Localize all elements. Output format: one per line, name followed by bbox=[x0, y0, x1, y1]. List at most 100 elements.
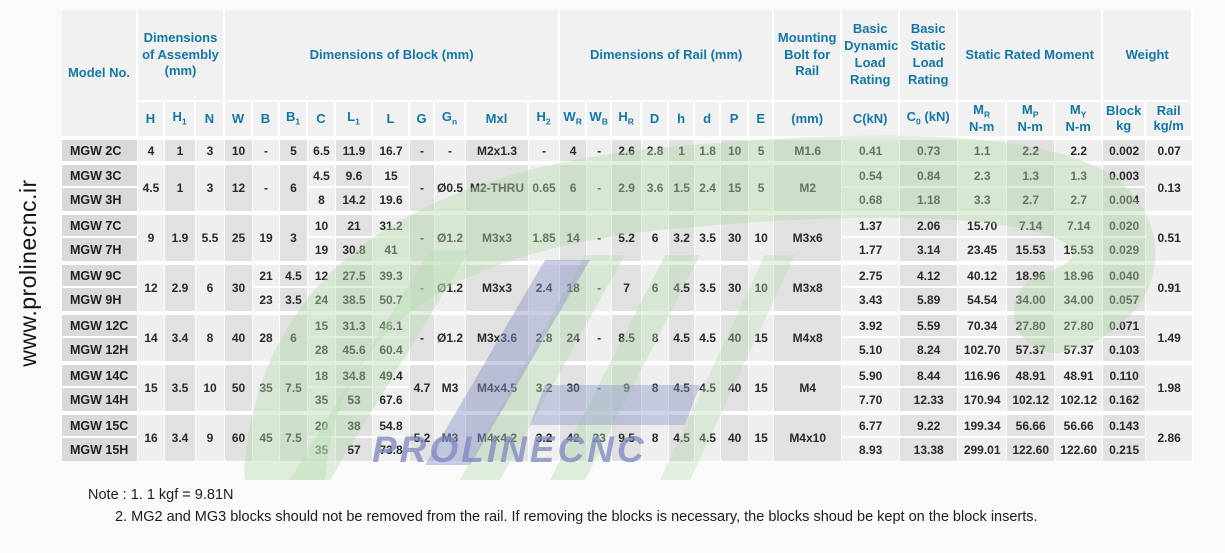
column-group-header: Dimensions of Assembly (mm) bbox=[138, 10, 225, 102]
table-cell: 3.5 bbox=[165, 363, 196, 414]
table-cell: 30 bbox=[560, 363, 588, 414]
table-cell: 0.54 bbox=[842, 163, 901, 189]
table-cell: 57.37 bbox=[1007, 338, 1056, 364]
table-cell: 2.8 bbox=[642, 138, 670, 164]
table-cell: 1.77 bbox=[842, 238, 901, 264]
table-cell: M3x3 bbox=[466, 213, 529, 264]
column-header: C0 (kN) bbox=[900, 102, 959, 139]
table-cell: 41 bbox=[373, 238, 410, 264]
table-cell: 1.9 bbox=[165, 213, 196, 264]
table-cell: 102.12 bbox=[1055, 388, 1104, 414]
table-cell: 50 bbox=[225, 363, 253, 414]
table-cell: 10 bbox=[225, 138, 253, 164]
table-cell: 60 bbox=[225, 413, 253, 464]
table-cell: 3.6 bbox=[642, 163, 670, 214]
table-cell: - bbox=[587, 138, 613, 164]
table-cell: 45 bbox=[253, 413, 280, 464]
table-cell: 7.5 bbox=[280, 363, 308, 414]
table-cell: 18 bbox=[560, 263, 588, 314]
table-cell: 8 bbox=[642, 313, 670, 364]
table-row: MGW 14H 35 53 67.6 7.70 12.33 170.94 102.12 102.… bbox=[62, 388, 1193, 414]
site-url-vertical-text: www.prolinecnc.ir bbox=[15, 179, 41, 367]
table-cell: 0.68 bbox=[842, 188, 901, 214]
table-cell: - bbox=[587, 313, 613, 364]
table-cell: 7.14 bbox=[1055, 213, 1104, 239]
table-cell: 0.13 bbox=[1146, 163, 1194, 214]
table-cell: 1 bbox=[165, 163, 196, 214]
table-cell: 6 bbox=[642, 213, 670, 264]
table-cell: 0.004 bbox=[1103, 188, 1147, 214]
table-cell: 7.70 bbox=[842, 388, 901, 414]
table-cell: 19 bbox=[253, 213, 280, 264]
table-cell: 4.5 bbox=[669, 363, 696, 414]
table-cell: 6.77 bbox=[842, 413, 901, 439]
table-cell: 5.59 bbox=[900, 313, 959, 339]
column-header: E bbox=[749, 102, 775, 139]
table-cell: 14.2 bbox=[336, 188, 373, 214]
table-cell: 2.06 bbox=[900, 213, 959, 239]
table-row: MGW 15H 35 57 73.8 8.93 13.38 299.01 122.60 122.… bbox=[62, 438, 1193, 464]
table-cell: - bbox=[410, 213, 435, 264]
table-cell: 28 bbox=[308, 338, 336, 364]
table-cell: 0.162 bbox=[1103, 388, 1147, 414]
table-cell: 4.5 bbox=[695, 363, 722, 414]
table-cell: 9.6 bbox=[336, 163, 373, 189]
table-cell: 16 bbox=[138, 413, 165, 464]
column-header: L1 bbox=[336, 102, 373, 139]
model-cell: MGW 14H bbox=[62, 388, 138, 414]
table-cell: 20 bbox=[308, 413, 336, 439]
table-cell: 3.5 bbox=[695, 213, 722, 264]
table-cell: 2.4 bbox=[529, 263, 561, 314]
table-cell: 2.7 bbox=[1055, 188, 1104, 214]
table-cell: 8.93 bbox=[842, 438, 901, 464]
column-header: B1 bbox=[280, 102, 308, 139]
table-cell: - bbox=[410, 263, 435, 314]
table-cell: 7.5 bbox=[280, 413, 308, 464]
table-cell: 10 bbox=[749, 263, 775, 314]
table-cell: 23 bbox=[587, 413, 613, 464]
table-cell: 1.37 bbox=[842, 213, 901, 239]
table-cell: 23.45 bbox=[958, 238, 1008, 264]
table-cell: M3x3.6 bbox=[466, 313, 529, 364]
table-cell: 2.86 bbox=[1146, 413, 1194, 464]
table-cell: 40 bbox=[225, 313, 253, 364]
model-cell: MGW 9H bbox=[62, 288, 138, 314]
model-cell: MGW 14C bbox=[62, 363, 138, 389]
table-cell: 12 bbox=[138, 263, 165, 314]
table-cell: 42 bbox=[560, 413, 588, 464]
column-header: D bbox=[642, 102, 670, 139]
table-cell: 9.22 bbox=[900, 413, 959, 439]
table-cell: 30 bbox=[225, 263, 253, 314]
table-cell: M3x3 bbox=[466, 263, 529, 314]
table-cell: 2.75 bbox=[842, 263, 901, 289]
table-cell: 4.5 bbox=[669, 313, 696, 364]
table-cell: 1.18 bbox=[900, 188, 959, 214]
table-cell: 4.5 bbox=[308, 163, 336, 189]
table-cell: 15 bbox=[721, 163, 750, 214]
table-cell: 6 bbox=[280, 163, 308, 214]
table-cell: 9 bbox=[196, 413, 225, 464]
table-row: MGW 15C 16 3.4 9 60 45 7.5 20 38 54.8 5.2 M3 M4x4.2 3… bbox=[62, 413, 1194, 464]
table-cell: 1.49 bbox=[1146, 313, 1194, 364]
table-cell: Ø0.5 bbox=[435, 163, 466, 214]
table-cell: 0.91 bbox=[1146, 263, 1194, 314]
table-cell: 0.143 bbox=[1103, 413, 1147, 439]
table-row: MGW 9C 12 2.9 6 30 21 4.5 12 27.5 39.3- Ø1.2 M3x3 2.… bbox=[62, 263, 1194, 314]
table-cell: 170.94 bbox=[958, 388, 1008, 414]
table-cell: 1.3 bbox=[1007, 163, 1056, 189]
table-cell: 3.4 bbox=[165, 413, 196, 464]
table-cell: 10 bbox=[749, 213, 775, 264]
table-cell: 3.5 bbox=[695, 263, 722, 314]
table-cell: 4.5 bbox=[695, 313, 722, 364]
table-cell: 34.8 bbox=[336, 363, 373, 389]
table-cell: 2.2 bbox=[1055, 138, 1104, 164]
table-cell: 1 bbox=[669, 138, 696, 164]
table-cell: 8 bbox=[642, 363, 670, 414]
table-cell: 3 bbox=[196, 163, 225, 214]
model-cell: MGW 12H bbox=[62, 338, 138, 364]
table-cell: - bbox=[587, 363, 613, 414]
table-cell: 2.7 bbox=[1007, 188, 1056, 214]
table-cell: 70.34 bbox=[958, 313, 1008, 339]
table-cell: 15 bbox=[373, 163, 410, 189]
table-cell: 9.5 bbox=[612, 413, 643, 464]
